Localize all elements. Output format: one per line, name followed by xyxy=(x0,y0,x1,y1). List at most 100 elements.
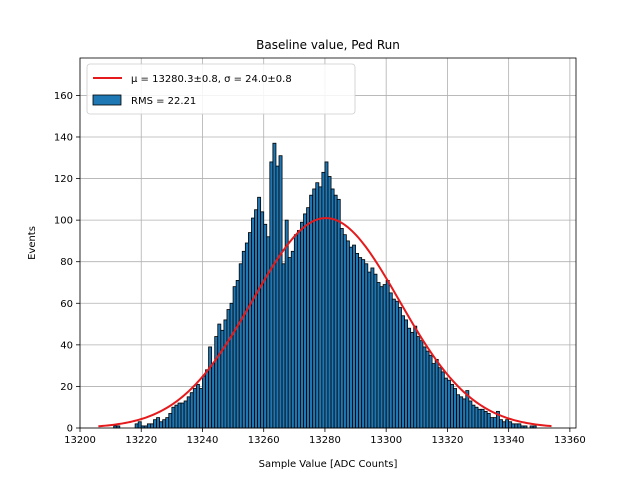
histogram-bar xyxy=(428,354,433,429)
histogram-bar xyxy=(459,396,464,429)
histogram-bar xyxy=(186,396,191,429)
histogram-bar xyxy=(244,242,249,429)
histogram-bar xyxy=(339,228,344,429)
histogram-bar xyxy=(450,383,454,429)
histogram-bar xyxy=(223,319,228,429)
histogram-bar xyxy=(272,142,277,429)
histogram-bar xyxy=(254,209,258,429)
y-axis-label: Events xyxy=(27,226,38,260)
histogram-bar xyxy=(492,417,497,429)
histogram-bar xyxy=(407,327,412,429)
plot-frame xyxy=(79,57,577,429)
histogram-bar xyxy=(257,196,262,429)
x-tick-label: 13280 xyxy=(309,435,341,446)
y-tick-label: 40 xyxy=(60,340,73,351)
histogram-bar xyxy=(468,400,473,429)
histogram-bar xyxy=(462,398,467,429)
histogram-bar xyxy=(499,419,503,429)
histogram-bar xyxy=(410,331,415,429)
histogram-bar xyxy=(269,161,274,429)
histogram-bar xyxy=(517,423,522,429)
histogram-bar xyxy=(394,300,399,429)
y-tick-label: 20 xyxy=(60,382,73,393)
histogram-bar xyxy=(358,257,363,429)
histogram-bar xyxy=(220,329,225,429)
histogram-bar xyxy=(447,379,451,429)
histogram-bar xyxy=(422,346,427,429)
histogram-bar xyxy=(296,230,301,429)
histogram-bar xyxy=(260,211,265,429)
histogram-bar xyxy=(137,421,142,429)
histogram-bar xyxy=(330,188,335,429)
x-axis-label: Sample Value [ADC Counts] xyxy=(259,459,398,470)
histogram-bar xyxy=(401,315,405,429)
histogram-bar xyxy=(205,369,209,429)
legend-box xyxy=(86,63,356,115)
y-tick-label: 80 xyxy=(60,257,73,268)
histogram-bar xyxy=(345,240,350,429)
histogram-bar xyxy=(214,336,219,429)
histogram-bar xyxy=(171,406,176,429)
histogram-bar xyxy=(192,388,197,429)
histogram-bar xyxy=(376,282,381,429)
histogram-bar xyxy=(355,252,360,429)
gaussian-fit-curve xyxy=(98,217,552,428)
histogram-bar xyxy=(202,375,206,429)
histogram-bar xyxy=(342,234,347,429)
histogram-bar xyxy=(379,286,384,429)
legend: μ = 13280.3±0.8, σ = 24.0±0.8 RMS = 22.2… xyxy=(86,63,356,115)
histogram-bar xyxy=(471,404,476,429)
legend-patch-swatch xyxy=(92,94,122,106)
histogram-bar xyxy=(489,417,494,429)
histogram-bar xyxy=(404,319,409,429)
histogram-bar xyxy=(480,408,485,429)
histogram-bar xyxy=(437,367,442,429)
histogram-bar xyxy=(474,406,479,429)
y-tick-label: 120 xyxy=(54,174,73,185)
histogram-bar xyxy=(398,307,402,429)
histogram-bar xyxy=(318,186,323,429)
histogram-bar xyxy=(235,280,240,429)
histogram-bar xyxy=(180,402,185,429)
histogram-bar xyxy=(388,292,393,429)
histogram-bar xyxy=(146,423,151,429)
histogram-bar xyxy=(238,263,243,429)
x-tick-label: 13260 xyxy=(248,435,280,446)
histogram-bar xyxy=(229,302,234,429)
histogram-bar xyxy=(456,394,461,429)
x-tick-label: 13300 xyxy=(370,435,402,446)
histogram-bar xyxy=(241,250,246,429)
histogram-bar xyxy=(349,246,353,429)
histogram-bar xyxy=(211,363,216,429)
histogram-bar xyxy=(511,423,516,429)
histogram-bar xyxy=(477,408,482,429)
histogram-bar xyxy=(361,259,366,429)
histogram-bar xyxy=(508,421,513,429)
histogram-bar xyxy=(416,336,421,429)
y-tick-label: 140 xyxy=(54,132,73,143)
histogram-bar xyxy=(217,323,222,429)
histogram-bar xyxy=(382,284,387,429)
histogram-bar xyxy=(284,219,289,429)
histogram-bar xyxy=(150,423,154,429)
histogram-bar xyxy=(324,161,329,429)
histogram-bar xyxy=(199,388,203,429)
chart-title: Baseline value, Ped Run xyxy=(256,38,400,52)
histogram-bar xyxy=(159,421,164,429)
histogram-bar xyxy=(300,221,304,429)
histogram-bar xyxy=(453,388,457,429)
histogram-bar xyxy=(486,413,491,429)
histogram-bar xyxy=(293,234,298,429)
y-ticks: 0 20 40 60 80 100 120 140 160 xyxy=(54,91,80,435)
histogram-bar xyxy=(303,213,307,429)
histogram-bar xyxy=(153,419,157,429)
histogram-bar xyxy=(367,271,372,429)
histogram-bar xyxy=(281,263,286,429)
y-tick-label: 160 xyxy=(54,91,73,102)
histogram-bar xyxy=(189,392,194,429)
histogram-bar xyxy=(321,171,326,429)
histogram-bar xyxy=(183,400,188,429)
x-tick-label: 13320 xyxy=(432,435,464,446)
histogram-bar xyxy=(391,298,396,429)
